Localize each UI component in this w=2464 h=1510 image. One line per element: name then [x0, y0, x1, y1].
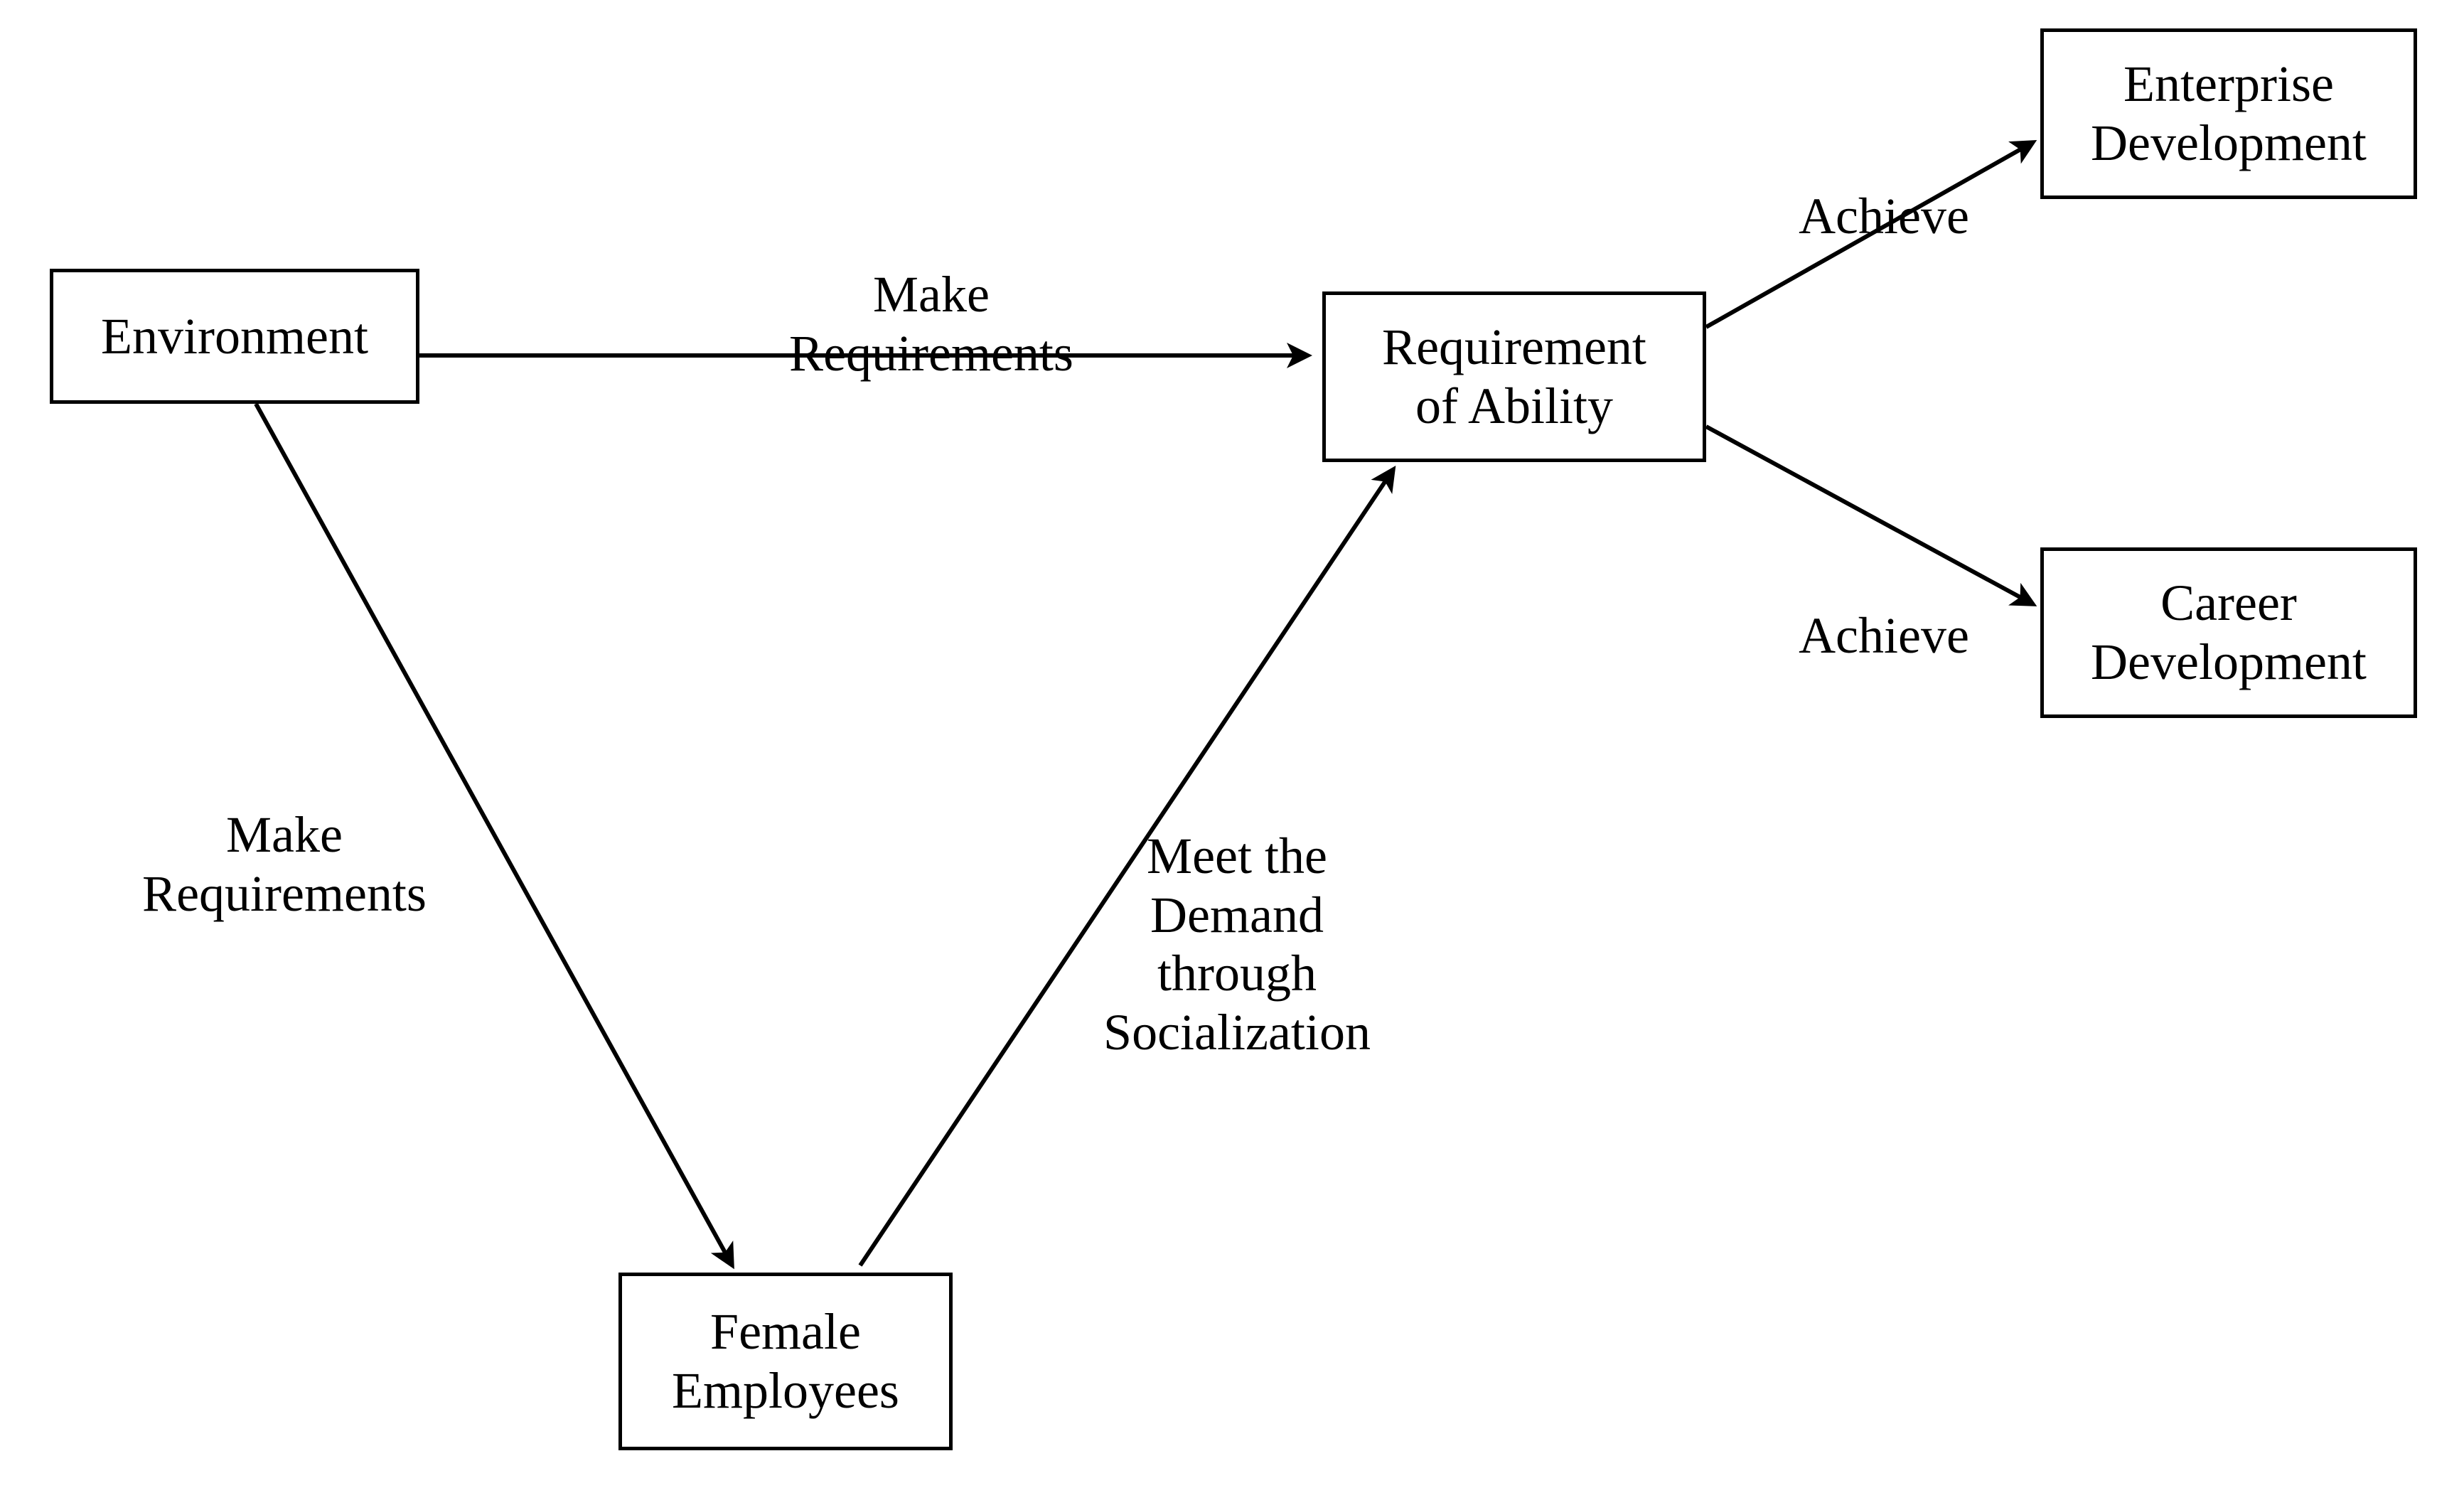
node-label: Female Employees	[672, 1302, 899, 1420]
node-career-development: Career Development	[2040, 547, 2417, 718]
edge-label-text: Achieve	[1799, 188, 1969, 245]
edge-label-make-requirements-top: Make Requirements	[754, 206, 1109, 382]
node-female-employees: Female Employees	[618, 1273, 953, 1450]
node-label: Career Development	[2091, 574, 2367, 692]
node-label: Enterprise Development	[2091, 55, 2367, 173]
node-environment: Environment	[50, 269, 419, 404]
node-label: Environment	[101, 307, 368, 366]
edge-label-text: Make Requirements	[789, 266, 1073, 382]
edge-label-make-requirements-left: Make Requirements	[107, 746, 462, 923]
edge-label-meet-demand: Meet the Demand through Socialization	[1052, 768, 1422, 1062]
diagram-canvas: Environment Requirement of Ability Femal…	[0, 0, 2464, 1510]
node-enterprise-development: Enterprise Development	[2040, 28, 2417, 199]
edge-label-text: Achieve	[1799, 607, 1969, 664]
node-requirement-of-ability: Requirement of Ability	[1322, 291, 1706, 462]
edge-label-text: Make Requirements	[142, 806, 427, 922]
node-label: Requirement of Ability	[1382, 318, 1646, 436]
edge-label-text: Meet the Demand through Socialization	[1103, 828, 1371, 1061]
edge-label-achieve-bottom: Achieve	[1763, 547, 2005, 665]
edge-label-achieve-top: Achieve	[1763, 128, 2005, 246]
